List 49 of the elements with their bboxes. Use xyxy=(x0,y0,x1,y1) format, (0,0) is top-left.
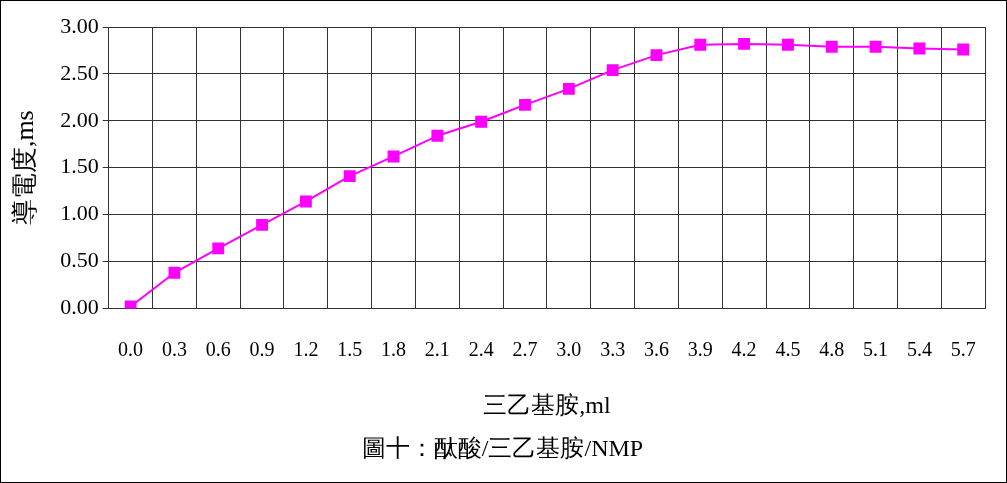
point xyxy=(781,38,794,51)
x-tick-label: 5.7 xyxy=(950,337,976,360)
point xyxy=(299,195,312,208)
point xyxy=(256,218,269,231)
x-tick-label: 0.3 xyxy=(161,337,187,360)
text: 圖十：酞酸/三乙基胺/NMP xyxy=(361,434,644,461)
x-tick-label: 2.4 xyxy=(468,337,494,360)
point xyxy=(212,242,225,255)
y-tick-label: 1.50 xyxy=(60,153,99,179)
x-tick-label: 1.2 xyxy=(293,337,319,360)
x-axis-title: 三乙基胺,ml xyxy=(483,392,611,419)
point xyxy=(431,129,444,142)
x-tick-label: 4.5 xyxy=(775,337,801,360)
x-tick-label: 3.9 xyxy=(687,337,713,360)
x-tick-label: 5.4 xyxy=(906,337,932,360)
y-tick-label: 2.50 xyxy=(60,59,99,85)
y-tick-label: 2.00 xyxy=(60,106,99,132)
point xyxy=(387,150,400,163)
point xyxy=(519,98,531,111)
y-axis-title: 導電度,ms xyxy=(10,110,40,226)
x-tick-label: 4.8 xyxy=(819,337,845,360)
x-tick-label: 2.1 xyxy=(424,337,450,360)
point xyxy=(913,42,926,55)
point xyxy=(475,115,488,128)
x-tick-label: 5.1 xyxy=(863,337,889,360)
x-tick-label: 0.6 xyxy=(205,337,231,360)
x-tick-label: 1.8 xyxy=(381,337,407,360)
point xyxy=(606,64,619,77)
y-tick-label: 0.50 xyxy=(60,247,99,273)
point xyxy=(738,37,751,50)
point xyxy=(650,49,663,62)
point xyxy=(168,266,181,279)
x-tick-label: 0.9 xyxy=(249,337,275,360)
point xyxy=(869,40,882,53)
y-tick-label: 0.00 xyxy=(60,294,99,320)
y-tick-label: 3.00 xyxy=(60,12,99,38)
point xyxy=(562,82,575,95)
y-tick-label: 1.00 xyxy=(60,200,99,226)
x-tick-label: 2.7 xyxy=(512,337,538,360)
point xyxy=(343,170,356,183)
x-tick-label: 0.0 xyxy=(118,337,144,360)
point xyxy=(694,38,707,51)
x-tick-label: 3.6 xyxy=(643,337,669,360)
point xyxy=(957,43,970,56)
x-tick-label: 3.3 xyxy=(600,337,626,360)
x-tick-label: 1.5 xyxy=(337,337,363,360)
x-tick-label: 3.0 xyxy=(556,337,582,360)
point xyxy=(825,40,838,53)
x-tick-label: 4.2 xyxy=(731,337,757,360)
